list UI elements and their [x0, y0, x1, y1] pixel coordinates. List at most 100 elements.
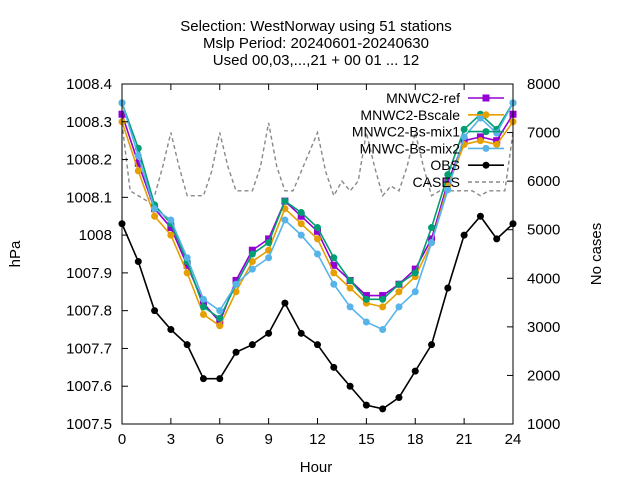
y-tick-label: 1007.8 — [66, 303, 112, 320]
y2-tick-label: 1000 — [527, 416, 560, 433]
data-point-mnwc-bs-mix2 — [428, 239, 436, 247]
data-point-obs — [134, 258, 142, 266]
data-point-obs — [314, 341, 321, 349]
data-point-obs — [151, 307, 159, 315]
data-point-obs — [395, 394, 403, 402]
data-point-mnwc2-bs-mix1 — [411, 269, 419, 277]
data-point-obs — [199, 375, 207, 383]
x-tick-label: 0 — [118, 431, 126, 448]
y2-tick-label: 6000 — [527, 173, 560, 190]
data-point-mnwc-bs-mix2 — [314, 250, 321, 258]
axis-ticks: 0 3 6 9 12 15 18 21 24 1007.5 1007.6 1007.7 1007.8 10… — [66, 76, 560, 448]
data-point-mnwc2-bs-mix1 — [395, 280, 403, 288]
data-point-obs — [460, 231, 468, 239]
legend-marker — [482, 111, 490, 119]
data-point-mnwc2-bscale — [167, 231, 175, 239]
x-tick-label: 21 — [456, 431, 473, 448]
data-point-mnwc-bs-mix2 — [395, 303, 403, 311]
data-point-obs — [167, 326, 175, 334]
data-point-mnwc2-ref — [134, 159, 142, 167]
data-point-mnwc2-bscale — [248, 258, 256, 266]
x-tick-label: 15 — [358, 431, 375, 448]
y-axis-label: hPa — [7, 240, 24, 267]
data-point-mnwc2-ref — [265, 235, 273, 243]
legend: MNWC2-refMNWC2-BscaleMNWC2-Bs-mix1MNWC-B… — [352, 90, 504, 190]
legend-item-obs: OBS — [430, 157, 504, 173]
data-point-mnwc2-bscale — [314, 235, 321, 243]
data-point-mnwc-bs-mix2 — [183, 254, 191, 262]
data-point-mnwc-bs-mix2 — [297, 231, 305, 239]
data-point-obs — [444, 284, 452, 292]
data-point-mnwc2-ref — [167, 224, 175, 232]
legend-marker — [482, 161, 490, 169]
series-mnwc2-ref — [118, 110, 517, 326]
data-point-mnwc2-bscale — [476, 137, 484, 145]
y-tick-label: 1008 — [79, 227, 112, 244]
data-point-mnwc2-bs-mix1 — [314, 224, 321, 232]
legend-marker — [482, 94, 490, 102]
data-point-mnwc2-bscale — [346, 284, 354, 292]
data-point-obs — [297, 329, 305, 337]
data-point-mnwc-bs-mix2 — [362, 318, 370, 326]
legend-marker — [482, 128, 490, 136]
legend-item-mnwc-bs-mix2: MNWC-Bs-mix2 — [360, 140, 504, 156]
series-obs — [118, 212, 517, 413]
x-tick-label: 12 — [309, 431, 326, 448]
data-point-mnwc2-bscale — [232, 288, 240, 296]
data-point-mnwc2-bscale — [395, 288, 403, 296]
data-point-mnwc2-bs-mix1 — [199, 303, 207, 311]
data-point-mnwc2-bscale — [151, 212, 159, 220]
y-tick-label: 1007.9 — [66, 265, 112, 282]
legend-item-mnwc2-ref: MNWC2-ref — [386, 90, 504, 106]
legend-item-mnwc2-bscale: MNWC2-Bscale — [360, 107, 504, 123]
data-point-mnwc2-ref — [444, 178, 452, 186]
x-tick-label: 6 — [216, 431, 224, 448]
data-point-mnwc2-ref — [248, 246, 256, 254]
series-line-cases — [121, 122, 514, 202]
y2-tick-label: 4000 — [527, 270, 560, 287]
data-point-mnwc-bs-mix2 — [265, 254, 273, 262]
data-point-obs — [216, 375, 224, 383]
data-point-mnwc2-bs-mix1 — [346, 276, 354, 284]
data-point-obs — [411, 367, 419, 375]
y2-tick-label: 8000 — [527, 76, 560, 93]
data-point-mnwc-bs-mix2 — [411, 288, 419, 296]
data-point-mnwc-bs-mix2 — [199, 295, 207, 303]
y2-tick-label: 7000 — [527, 125, 560, 142]
data-point-mnwc2-bs-mix1 — [297, 208, 305, 216]
data-point-mnwc2-bscale — [330, 269, 338, 277]
data-point-mnwc-bs-mix2 — [346, 303, 354, 311]
data-point-obs — [265, 329, 273, 337]
data-point-obs — [362, 401, 370, 409]
x-tick-label: 9 — [264, 431, 272, 448]
y-tick-label: 1008.4 — [66, 76, 112, 93]
data-point-mnwc2-ref — [411, 265, 419, 273]
legend-label: MNWC2-Bs-mix1 — [352, 124, 460, 140]
data-point-mnwc-bs-mix2 — [493, 129, 501, 137]
chart-title: Selection: WestNorway using 51 stations … — [180, 18, 452, 69]
legend-label: OBS — [430, 157, 460, 173]
data-point-mnwc-bs-mix2 — [476, 114, 484, 122]
title-line-1: Selection: WestNorway using 51 stations — [180, 18, 452, 35]
data-point-mnwc2-bs-mix1 — [460, 125, 468, 133]
data-point-mnwc2-ref — [183, 261, 191, 269]
data-point-mnwc-bs-mix2 — [216, 307, 224, 315]
data-point-mnwc-bs-mix2 — [167, 216, 175, 224]
legend-item-mnwc2-bs-mix1: MNWC2-Bs-mix1 — [352, 124, 504, 140]
series-cases — [121, 122, 514, 202]
data-point-mnwc2-bscale — [297, 220, 305, 228]
data-point-obs — [493, 235, 501, 243]
legend-label: MNWC2-Bscale — [360, 107, 460, 123]
data-point-mnwc2-bs-mix1 — [330, 254, 338, 262]
data-point-mnwc2-bscale — [379, 303, 387, 311]
data-point-mnwc2-ref — [476, 133, 484, 141]
y-tick-label: 1008.2 — [66, 152, 112, 169]
legend-item-cases: CASES — [413, 174, 504, 190]
title-line-3: Used 00,03,...,21 + 00 01 ... 12 — [213, 52, 419, 69]
data-point-mnwc2-ref — [216, 318, 224, 326]
data-point-obs — [379, 405, 387, 413]
legend-label: MNWC-Bs-mix2 — [360, 140, 461, 156]
x-axis-label: Hour — [300, 459, 333, 476]
data-point-mnwc2-ref — [297, 212, 305, 220]
